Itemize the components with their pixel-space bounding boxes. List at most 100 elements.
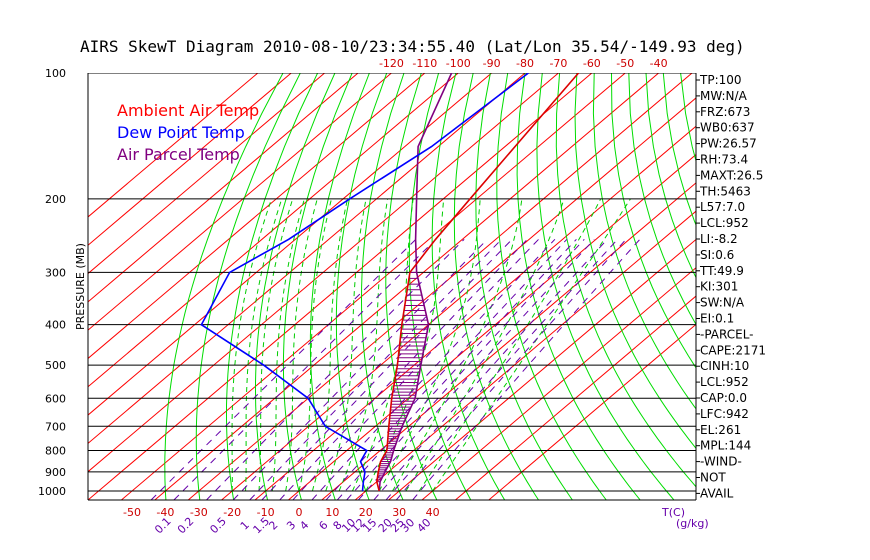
mixing-ratio-line: [395, 238, 627, 500]
isotherm-line: [88, 73, 559, 473]
isotherm-line: [154, 73, 659, 500]
mixing-ratio-line: [150, 238, 417, 500]
stability-indices: TP:100 MW:N/A FRZ:673 WB0:637 PW:26.57 RH:73.…: [696, 73, 766, 500]
y-tick-label: 500: [45, 359, 66, 372]
legend: Ambient Air Temp Dew Point Temp Air Parcel…: [117, 101, 259, 164]
index-value: RH:73.4: [700, 153, 748, 167]
isotherm-line: [455, 295, 696, 500]
dry-adiabat-line: [195, 73, 301, 500]
index-value: WB0:637: [700, 121, 755, 135]
mixing-ratio-line: [412, 238, 641, 500]
index-value: SW:N/A: [700, 296, 745, 310]
dry-adiabat-line: [360, 73, 405, 500]
index-value: -WIND-: [700, 455, 742, 469]
moist-adiabat-line: [378, 198, 481, 492]
dew-point-line: [200, 73, 529, 492]
x-tick-label: 10: [325, 506, 339, 519]
y-tick-label: 300: [45, 266, 66, 279]
mixing-ratio-line: [373, 238, 608, 500]
index-value: KI:301: [700, 280, 738, 294]
index-value: SI:0.6: [700, 248, 734, 262]
y-tick-label: 100: [45, 67, 66, 80]
x-tick-label: -40: [156, 506, 174, 519]
dry-adiabat-line: [628, 73, 696, 326]
isotherm-line: [88, 73, 492, 416]
isotherm-line: [88, 73, 259, 218]
isotherm-line: [88, 73, 325, 275]
dry-adiabat-line: [226, 73, 319, 500]
x-tick-label: -30: [190, 506, 208, 519]
mixing-ratio-line: [206, 238, 465, 500]
grid-layer: [88, 73, 696, 500]
index-value: CINH:10: [700, 359, 749, 373]
dry-adiabat-line: [536, 73, 675, 500]
isotherm-line: [88, 73, 526, 445]
isotherm-line: [321, 182, 696, 500]
index-value: CAP:0.0: [700, 391, 747, 405]
y-tick-label: 200: [45, 193, 66, 206]
legend-entry: Dew Point Temp: [117, 123, 245, 142]
index-value: TT:49.9: [699, 264, 744, 278]
index-value: -PARCEL-: [700, 327, 754, 341]
index-value: EI:0.1: [700, 312, 734, 326]
isotherm-line: [355, 210, 696, 500]
y-tick-label: 1000: [38, 485, 66, 498]
legend-entry: Air Parcel Temp: [117, 145, 240, 164]
index-value: MPL:144: [700, 439, 751, 453]
x-top-tick-label: -100: [446, 57, 471, 70]
dry-adiabat-line: [408, 73, 472, 500]
isotherm-line: [188, 73, 693, 500]
isotherm-line: [88, 73, 392, 331]
y-axis-label: PRESSURE (MB): [74, 243, 87, 330]
x-top-tick-label: -60: [583, 57, 601, 70]
index-value: LFC:942: [700, 407, 749, 421]
isotherm-line: [221, 97, 696, 500]
index-value: FRZ:673: [700, 105, 750, 119]
x-top-tick-label: -120: [379, 57, 404, 70]
dry-adiabat-line: [475, 73, 573, 500]
isotherm-line: [88, 73, 292, 246]
dry-adiabat-line: [555, 73, 696, 488]
isotherm-line: [121, 73, 626, 500]
moist-adiabat-line: [338, 198, 389, 492]
index-value: MAXT:26.5: [700, 168, 763, 182]
ambient-temp-line: [375, 73, 580, 492]
index-value: CAPE:2171: [700, 343, 766, 357]
x-tick-label: -50: [123, 506, 141, 519]
moist-adiabat-line: [392, 198, 523, 492]
mixing-ratio-line: [358, 238, 595, 500]
dry-adiabat-line: [574, 73, 696, 450]
isotherm-line: [488, 323, 696, 500]
index-value: L57:7.0: [700, 200, 745, 214]
index-value: TP:100: [699, 73, 742, 87]
dry-adiabat-line: [309, 73, 370, 500]
y-tick-label: 900: [45, 466, 66, 479]
isotherm-line: [88, 73, 426, 360]
index-value: MW:N/A: [700, 89, 748, 103]
x-top-tick-label: -40: [650, 57, 668, 70]
dry-adiabat-line: [496, 73, 607, 500]
index-value: LI:-8.2: [700, 232, 738, 246]
x-tick-label: -20: [223, 506, 241, 519]
index-value: LCL:952: [700, 375, 749, 389]
x-tick-label: 20: [359, 506, 373, 519]
index-value: AVAIL: [700, 486, 734, 500]
x-tick-label: -10: [257, 506, 275, 519]
mixing-ratio-line: [336, 238, 577, 500]
dry-adiabat-line: [164, 73, 284, 500]
x-tick-label: 40: [426, 506, 440, 519]
x-top-tick-label: -80: [516, 57, 534, 70]
isotherm-line: [421, 267, 696, 500]
x-top-tick-label: -70: [549, 57, 567, 70]
mixing-ratio-line: [261, 238, 513, 500]
index-value: NOT: [700, 471, 726, 485]
mixing-ratio-line: [292, 238, 539, 500]
x-axis-label: T(C): [661, 506, 685, 519]
x-tick-label: 30: [392, 506, 406, 519]
chart-title: AIRS SkewT Diagram 2010-08-10/23:34:55.4…: [80, 37, 745, 56]
dry-adiabat-line: [431, 73, 506, 500]
isotherm-line: [88, 73, 359, 303]
x-top-tick-label: -90: [483, 57, 501, 70]
dry-adiabat-line: [385, 73, 438, 500]
